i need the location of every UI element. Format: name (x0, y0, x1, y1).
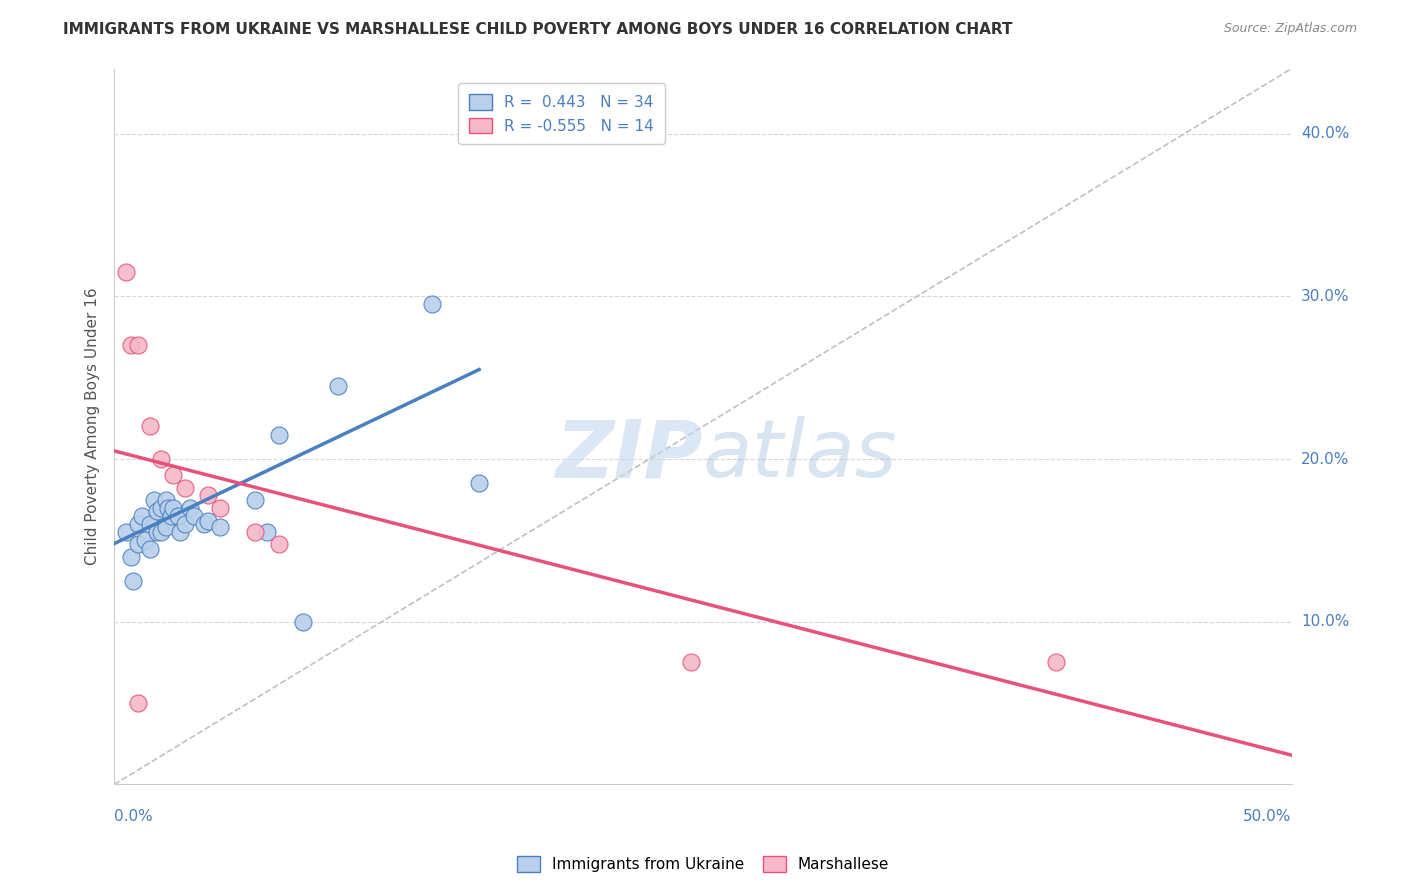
Point (127, 517, 149, 532)
Point (267, 536, 290, 550)
Point (245, 492, 267, 507)
Text: 10.0%: 10.0% (1301, 615, 1350, 629)
Point (115, 265, 138, 279)
Point (681, 656, 703, 670)
Point (420, 297, 443, 311)
Point (155, 520, 177, 534)
Point (1045, 656, 1067, 670)
Point (157, 500, 180, 515)
Point (138, 517, 160, 532)
Point (134, 533, 156, 548)
Point (145, 525, 167, 540)
Point (173, 517, 195, 532)
Point (138, 419, 160, 434)
Point (183, 508, 205, 523)
Point (193, 517, 215, 532)
Point (150, 452, 173, 467)
Point (155, 492, 177, 507)
Point (326, 379, 349, 393)
Point (138, 541, 160, 556)
Point (127, 338, 149, 352)
Point (179, 500, 201, 515)
Text: 40.0%: 40.0% (1301, 126, 1350, 141)
Point (127, 536, 149, 550)
Text: atlas: atlas (703, 416, 897, 494)
Y-axis label: Child Poverty Among Boys Under 16: Child Poverty Among Boys Under 16 (86, 287, 100, 566)
Point (115, 525, 138, 540)
Point (150, 500, 173, 515)
Point (468, 476, 491, 491)
Text: 30.0%: 30.0% (1301, 289, 1350, 304)
Point (122, 574, 145, 588)
Point (291, 615, 314, 629)
Text: 20.0%: 20.0% (1301, 451, 1350, 467)
Text: ZIP: ZIP (555, 416, 703, 494)
Point (197, 488, 219, 502)
Point (145, 504, 167, 518)
Legend: Immigrants from Ukraine, Marshallese: Immigrants from Ukraine, Marshallese (509, 848, 897, 880)
Point (256, 525, 278, 540)
Point (120, 549, 142, 564)
Point (209, 520, 232, 534)
Text: Source: ZipAtlas.com: Source: ZipAtlas.com (1223, 22, 1357, 36)
Point (127, 696, 149, 710)
Text: 50.0%: 50.0% (1243, 810, 1292, 824)
Point (131, 508, 153, 523)
Point (143, 492, 166, 507)
Point (120, 338, 142, 352)
Point (169, 525, 191, 540)
Point (267, 427, 290, 442)
Text: IMMIGRANTS FROM UKRAINE VS MARSHALLESE CHILD POVERTY AMONG BOYS UNDER 16 CORRELA: IMMIGRANTS FROM UKRAINE VS MARSHALLESE C… (63, 22, 1012, 37)
Point (209, 500, 232, 515)
Point (245, 525, 267, 540)
Point (162, 500, 184, 515)
Point (159, 508, 181, 523)
Text: 0.0%: 0.0% (114, 810, 153, 824)
Point (150, 525, 173, 540)
Point (197, 514, 219, 528)
Point (166, 508, 188, 523)
Legend: R =  0.443   N = 34, R = -0.555   N = 14: R = 0.443 N = 34, R = -0.555 N = 14 (458, 83, 665, 145)
Point (162, 468, 184, 483)
Point (173, 481, 195, 495)
